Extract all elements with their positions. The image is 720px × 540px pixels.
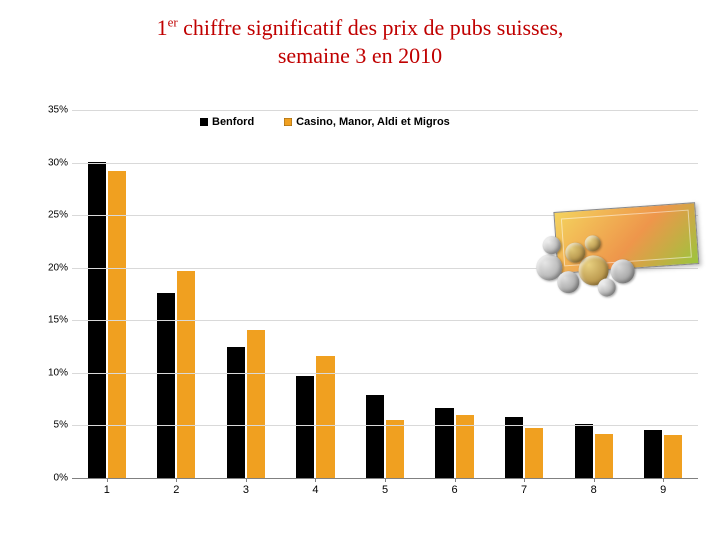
title-pre: 1 — [157, 15, 168, 40]
x-tickmark — [246, 478, 247, 482]
y-tick-label: 10% — [38, 367, 68, 378]
x-tickmark — [524, 478, 525, 482]
bar — [177, 271, 195, 478]
title-sup: er — [168, 15, 178, 30]
title-line-2: semaine 3 en 2010 — [278, 43, 442, 68]
x-tickmark — [315, 478, 316, 482]
y-tick-label: 25% — [38, 210, 68, 221]
coin-icon — [610, 259, 636, 285]
slide: 1er chiffre significatif des prix de pub… — [0, 0, 720, 540]
x-tick-label: 9 — [660, 484, 666, 496]
coin-icon — [557, 270, 580, 293]
bar-chart: 0%5%10%15%20%25%30%35% 123456789 — [38, 110, 698, 510]
title-post: chiffre significatif des prix de pubs su… — [178, 15, 564, 40]
x-tick-label: 3 — [243, 484, 249, 496]
x-tick-label: 4 — [312, 484, 318, 496]
bar — [366, 395, 384, 478]
x-tickmark — [663, 478, 664, 482]
bar — [296, 376, 314, 478]
x-tickmark — [176, 478, 177, 482]
bar — [386, 420, 404, 478]
x-tick-label: 6 — [451, 484, 457, 496]
x-axis-ticks: 1 2 3 4 5 6 7 8 9 — [72, 484, 698, 504]
bar — [456, 415, 474, 478]
gridline — [72, 163, 698, 164]
gridline — [72, 110, 698, 111]
x-tick-label: 5 — [382, 484, 388, 496]
gridline — [72, 425, 698, 426]
bar — [108, 171, 126, 478]
bar — [247, 330, 265, 478]
bar — [644, 430, 662, 478]
bar — [575, 424, 593, 478]
y-tick-label: 0% — [38, 473, 68, 484]
y-tick-label: 30% — [38, 157, 68, 168]
coin-icon — [597, 278, 616, 297]
x-tick-label: 1 — [104, 484, 110, 496]
y-tick-label: 5% — [38, 420, 68, 431]
x-tick-label: 2 — [173, 484, 179, 496]
x-tick-label: 8 — [591, 484, 597, 496]
y-tick-label: 35% — [38, 105, 68, 116]
bar — [525, 428, 543, 478]
bar — [664, 435, 682, 478]
bar — [435, 408, 453, 478]
x-tickmark — [107, 478, 108, 482]
gridline — [72, 320, 698, 321]
chart-title: 1er chiffre significatif des prix de pub… — [0, 14, 720, 69]
bar — [595, 434, 613, 478]
money-illustration — [521, 184, 704, 311]
y-tick-label: 15% — [38, 315, 68, 326]
bar — [316, 356, 334, 478]
bar — [227, 347, 245, 478]
x-tickmark — [594, 478, 595, 482]
gridline — [72, 373, 698, 374]
x-tick-label: 7 — [521, 484, 527, 496]
x-tickmark — [385, 478, 386, 482]
x-tickmark — [455, 478, 456, 482]
y-tick-label: 20% — [38, 262, 68, 273]
